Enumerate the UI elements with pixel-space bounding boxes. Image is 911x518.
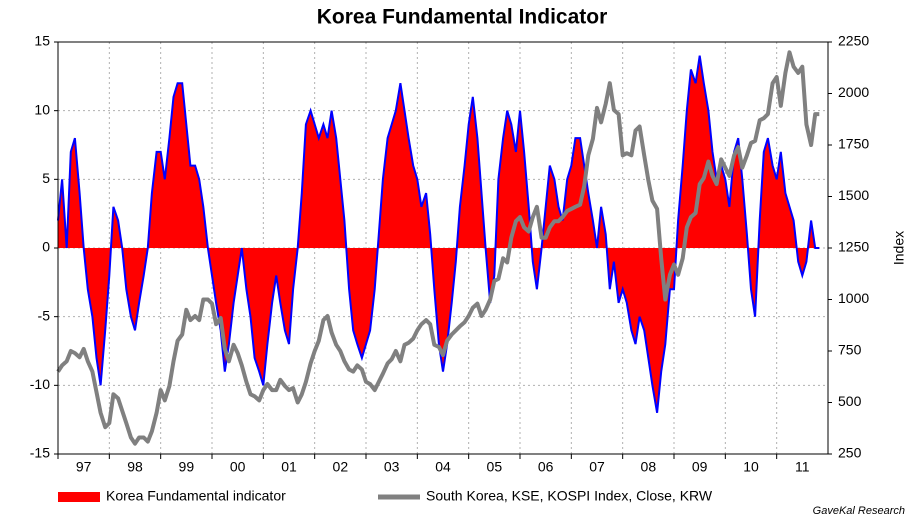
chart-title: Korea Fundamental Indicator (317, 6, 608, 29)
x-tick-label: 07 (589, 459, 605, 475)
x-tick-label: 01 (281, 459, 297, 475)
index-line (56, 50, 820, 446)
x-tick-label: 00 (230, 459, 246, 475)
x-tick-label: 05 (487, 459, 503, 475)
source-note: GaveKal Research (813, 505, 905, 517)
y-tick-label: 0 (42, 239, 50, 255)
x-tick-label: 03 (384, 459, 400, 475)
x-tick-label: 10 (743, 459, 759, 475)
y2-tick-label: 500 (838, 393, 862, 409)
x-tick-label: 04 (435, 459, 451, 475)
x-tick-label: 06 (538, 459, 554, 475)
x-tick-label: 08 (641, 459, 657, 475)
y2-tick-label: 1500 (838, 187, 869, 203)
indicator-line (57, 55, 820, 413)
y-tick-label: 10 (34, 101, 50, 117)
y-tick-label: -5 (38, 307, 51, 323)
y2-tick-label: 1000 (838, 290, 869, 306)
legend-swatch (58, 492, 100, 502)
x-tick-label: 09 (692, 459, 708, 475)
y-tick-label: -15 (30, 445, 50, 461)
y2-tick-label: 750 (838, 342, 862, 358)
y2-tick-label: 1750 (838, 136, 869, 152)
y2-tick-label: 2250 (838, 33, 869, 49)
x-tick-label: 98 (127, 459, 143, 475)
plot-frame (57, 41, 829, 455)
y-tick-label: 5 (42, 170, 50, 186)
x-tick-label: 11 (795, 459, 810, 475)
y-tick-label: -10 (30, 376, 50, 392)
x-tick-label: 02 (333, 459, 349, 475)
x-tick-label: 97 (76, 459, 92, 475)
y-tick-label: 15 (34, 33, 50, 49)
x-tick-label: 99 (179, 459, 195, 475)
y2-axis-label: Index (891, 231, 907, 265)
y2-tick-label: 1250 (838, 239, 869, 255)
y2-tick-label: 2000 (838, 84, 869, 100)
legend-label: South Korea, KSE, KOSPI Index, Close, KR… (426, 488, 713, 504)
y2-tick-label: 250 (838, 445, 862, 461)
legend-label: Korea Fundamental indicator (106, 488, 286, 504)
